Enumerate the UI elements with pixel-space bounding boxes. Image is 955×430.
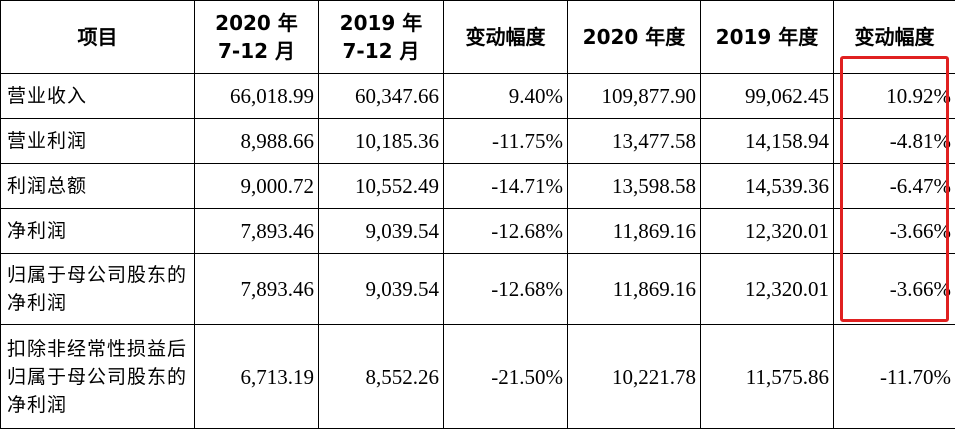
cell-h2-change: -11.75% [443, 118, 568, 164]
cell-h2-2020: 6,713.19 [194, 324, 319, 429]
header-fy2020: 2020 年度 [567, 0, 701, 74]
table-row: 净利润 7,893.46 9,039.54 -12.68% 11,869.16 … [0, 208, 955, 254]
cell-fy2020: 13,477.58 [567, 118, 701, 164]
row-label: 利润总额 [0, 163, 195, 209]
cell-fy-change: -4.81% [833, 118, 955, 164]
cell-h2-2019: 9,039.54 [318, 208, 444, 254]
cell-h2-change: -14.71% [443, 163, 568, 209]
cell-fy2019: 11,575.86 [700, 324, 834, 429]
cell-h2-2020: 8,988.66 [194, 118, 319, 164]
header-h2-2020: 2020 年 7-12 月 [194, 0, 319, 74]
cell-h2-2020: 7,893.46 [194, 253, 319, 325]
header-h2-change: 变动幅度 [443, 0, 568, 74]
cell-fy-change: 10.92% [833, 73, 955, 119]
cell-fy2019: 12,320.01 [700, 253, 834, 325]
cell-h2-2020: 7,893.46 [194, 208, 319, 254]
row-label: 归属于母公司股东的净利润 [0, 253, 195, 325]
cell-h2-change: -21.50% [443, 324, 568, 429]
table-row: 营业利润 8,988.66 10,185.36 -11.75% 13,477.5… [0, 118, 955, 164]
cell-fy2020: 13,598.58 [567, 163, 701, 209]
table-row: 归属于母公司股东的净利润 7,893.46 9,039.54 -12.68% 1… [0, 253, 955, 325]
cell-h2-change: -12.68% [443, 253, 568, 325]
cell-h2-2019: 10,552.49 [318, 163, 444, 209]
row-label: 营业收入 [0, 73, 195, 119]
cell-h2-2019: 10,185.36 [318, 118, 444, 164]
row-label: 营业利润 [0, 118, 195, 164]
cell-fy2019: 99,062.45 [700, 73, 834, 119]
header-fy-change: 变动幅度 [833, 0, 955, 74]
table-row: 营业收入 66,018.99 60,347.66 9.40% 109,877.9… [0, 73, 955, 119]
cell-fy-change: -11.70% [833, 324, 955, 429]
header-item: 项目 [0, 0, 195, 74]
cell-fy2020: 109,877.90 [567, 73, 701, 119]
cell-fy2019: 14,158.94 [700, 118, 834, 164]
cell-fy-change: -3.66% [833, 253, 955, 325]
table-row: 利润总额 9,000.72 10,552.49 -14.71% 13,598.5… [0, 163, 955, 209]
cell-fy-change: -3.66% [833, 208, 955, 254]
cell-fy2019: 14,539.36 [700, 163, 834, 209]
row-label: 净利润 [0, 208, 195, 254]
cell-h2-change: 9.40% [443, 73, 568, 119]
cell-fy2020: 11,869.16 [567, 208, 701, 254]
row-label: 扣除非经常性损益后归属于母公司股东的净利润 [0, 324, 195, 429]
header-row: 项目 2020 年 7-12 月 2019 年 7-12 月 变动幅度 2020 年… [0, 0, 955, 74]
cell-fy2020: 10,221.78 [567, 324, 701, 429]
cell-h2-change: -12.68% [443, 208, 568, 254]
header-fy2019: 2019 年度 [700, 0, 834, 74]
cell-fy2019: 12,320.01 [700, 208, 834, 254]
cell-h2-2019: 9,039.54 [318, 253, 444, 325]
cell-h2-2019: 8,552.26 [318, 324, 444, 429]
header-h2-2019: 2019 年 7-12 月 [318, 0, 444, 74]
cell-h2-2020: 9,000.72 [194, 163, 319, 209]
cell-h2-2019: 60,347.66 [318, 73, 444, 119]
cell-fy2020: 11,869.16 [567, 253, 701, 325]
table-row: 扣除非经常性损益后归属于母公司股东的净利润 6,713.19 8,552.26 … [0, 324, 955, 429]
cell-fy-change: -6.47% [833, 163, 955, 209]
cell-h2-2020: 66,018.99 [194, 73, 319, 119]
